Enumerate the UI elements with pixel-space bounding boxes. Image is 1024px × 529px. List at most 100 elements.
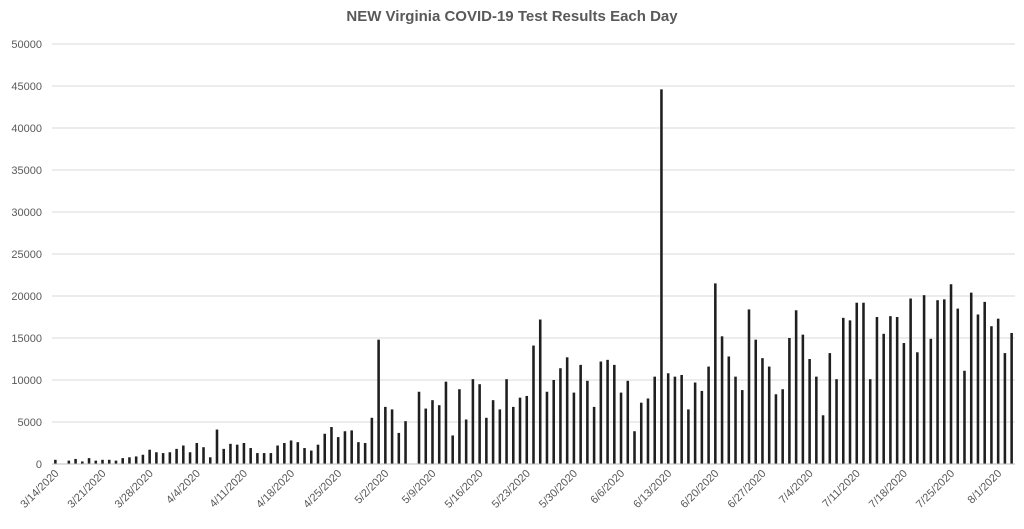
x-tick-label: 6/20/2020 (678, 468, 721, 511)
bar (936, 300, 939, 464)
bar (841, 317, 845, 464)
bar (330, 427, 333, 464)
y-tick-label: 30000 (11, 207, 42, 219)
x-tick-label: 7/11/2020 (820, 468, 863, 511)
bar (868, 379, 872, 464)
bar (249, 448, 252, 464)
bar (485, 417, 488, 464)
bar (633, 431, 636, 464)
bar (357, 442, 360, 464)
bar (943, 299, 946, 464)
y-tick-label: 45000 (11, 81, 42, 93)
bar (81, 461, 84, 464)
x-tick-label: 5/9/2020 (400, 468, 439, 507)
bar (296, 442, 300, 464)
bar (687, 409, 690, 464)
bar (767, 366, 771, 464)
bar (734, 376, 737, 464)
bar (565, 357, 569, 464)
bar (538, 319, 542, 464)
x-tick-label: 6/6/2020 (588, 468, 627, 507)
bar (229, 443, 232, 464)
bar (740, 390, 744, 464)
bar (208, 457, 212, 464)
bar (303, 448, 306, 464)
bar (431, 400, 434, 464)
bar (727, 356, 731, 464)
bar (444, 381, 448, 464)
bar (572, 392, 576, 464)
bar (626, 380, 630, 464)
bar (377, 339, 380, 464)
bar (114, 460, 118, 464)
x-tick-label: 7/25/2020 (914, 468, 957, 511)
x-tick-label: 5/30/2020 (537, 468, 580, 511)
x-tick-label: 4/11/2020 (208, 468, 251, 511)
bar (801, 334, 805, 464)
bar (67, 460, 71, 464)
bar (188, 452, 192, 464)
bar (458, 389, 461, 464)
y-tick-label: 15000 (11, 333, 42, 345)
bar (875, 317, 879, 464)
bar (283, 443, 286, 464)
bar (343, 431, 347, 464)
bar (788, 338, 791, 464)
bar (370, 417, 374, 464)
bar (121, 458, 124, 464)
x-tick-label: 4/25/2020 (301, 468, 344, 511)
bar (498, 409, 502, 464)
bar (646, 398, 650, 464)
bar (525, 395, 529, 464)
x-tick-label: 3/21/2020 (66, 468, 109, 511)
bar (862, 302, 865, 464)
bar (316, 444, 320, 464)
bar (720, 336, 724, 464)
bar (693, 382, 697, 464)
x-tick-label: 6/13/2020 (631, 468, 674, 511)
bar (384, 406, 387, 464)
bar (963, 370, 966, 464)
bar (666, 373, 670, 464)
bar (276, 445, 279, 464)
bar (956, 308, 960, 464)
bar (518, 397, 522, 464)
bar (101, 459, 104, 464)
bar (586, 380, 589, 464)
bar (821, 415, 825, 464)
bar (815, 376, 818, 464)
bar (613, 364, 616, 464)
y-tick-label: 35000 (11, 165, 42, 177)
bar (673, 376, 677, 464)
bar (639, 402, 643, 464)
bar (141, 454, 145, 464)
bar (161, 453, 165, 464)
bar (350, 430, 353, 464)
bar (262, 453, 266, 464)
bar (828, 353, 832, 464)
bar (882, 333, 885, 464)
bar (969, 292, 973, 464)
bar (916, 352, 919, 464)
bar (747, 309, 751, 464)
y-tick-label: 5000 (18, 417, 42, 429)
bar (855, 302, 859, 464)
bar (74, 458, 77, 464)
bar (397, 432, 401, 464)
x-tick-label: 5/16/2020 (443, 468, 486, 511)
y-tick-label: 0 (36, 459, 42, 471)
bar (512, 406, 515, 464)
bar (323, 433, 327, 464)
y-tick-label: 25000 (11, 249, 42, 261)
bar (54, 459, 57, 464)
bar (922, 295, 926, 464)
x-tick-label: 5/2/2020 (353, 468, 392, 507)
bar (215, 429, 219, 464)
bar (949, 284, 953, 464)
bar (592, 406, 596, 464)
bar (707, 366, 710, 464)
bar (94, 460, 98, 464)
bar (148, 449, 151, 464)
bar (599, 361, 603, 464)
bar (983, 301, 986, 464)
